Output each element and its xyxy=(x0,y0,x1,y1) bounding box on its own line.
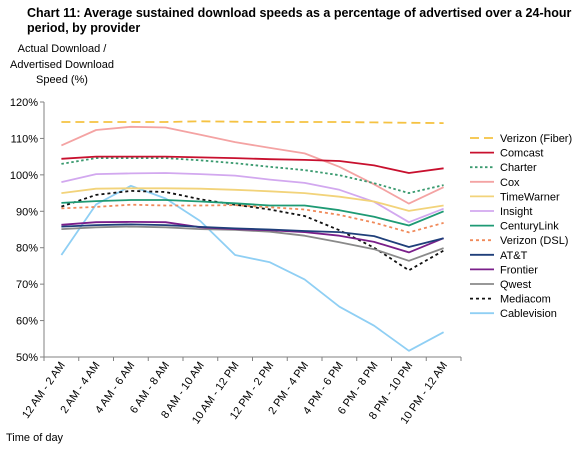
legend-label: Verizon (Fiber) xyxy=(500,133,572,145)
legend-label: Insight xyxy=(500,206,532,218)
legend-label: AT&T xyxy=(500,250,528,262)
series-line xyxy=(61,155,444,174)
series-line xyxy=(60,184,445,352)
x-axis-label: Time of day xyxy=(6,432,64,444)
series-line xyxy=(61,223,444,248)
y-tick-labels: 50% 60% 70% 80% 90% 100% 110% 120% xyxy=(10,97,38,364)
y-tick-label: 60% xyxy=(16,316,38,328)
axes xyxy=(40,101,462,361)
legend-label: Frontier xyxy=(500,264,538,276)
legend: Verizon (Fiber) Comcast Charter Cox TimeWarn… xyxy=(470,133,572,320)
series-line xyxy=(61,172,444,224)
series-line xyxy=(61,199,444,227)
series-line xyxy=(61,120,444,124)
series-line xyxy=(61,187,444,212)
series-line xyxy=(61,203,444,234)
series-line xyxy=(61,157,444,195)
legend-label: TimeWarner xyxy=(500,191,560,203)
legend-label: CenturyLink xyxy=(500,221,559,233)
y-tick-label: 120% xyxy=(10,97,38,109)
legend-label: Charter xyxy=(500,162,537,174)
legend-label: Verizon (DSL) xyxy=(500,235,568,247)
y-tick-label: 110% xyxy=(11,133,39,145)
legend-label: Cablevision xyxy=(500,308,557,320)
legend-label: Mediacom xyxy=(500,294,551,306)
y-axis-label: Actual Download / Advertised Download Sp… xyxy=(10,43,114,86)
series-line xyxy=(61,125,444,205)
chart-title: Chart 11: Average sustained download spe… xyxy=(27,6,572,35)
y-tick-label: 90% xyxy=(16,206,38,218)
series-line xyxy=(61,225,444,262)
x-tick-labels: 12 AM - 2 AM2 AM - 4 AM4 AM - 6 AM6 AM -… xyxy=(20,360,450,426)
legend-label: Comcast xyxy=(500,148,543,160)
y-tick-label: 80% xyxy=(16,243,38,255)
y-tick-label: 70% xyxy=(16,279,38,291)
series-lines xyxy=(60,120,445,352)
y-tick-label: 100% xyxy=(10,170,38,182)
legend-label: Cox xyxy=(500,177,520,189)
legend-label: Qwest xyxy=(500,279,531,291)
y-tick-label: 50% xyxy=(16,352,38,364)
